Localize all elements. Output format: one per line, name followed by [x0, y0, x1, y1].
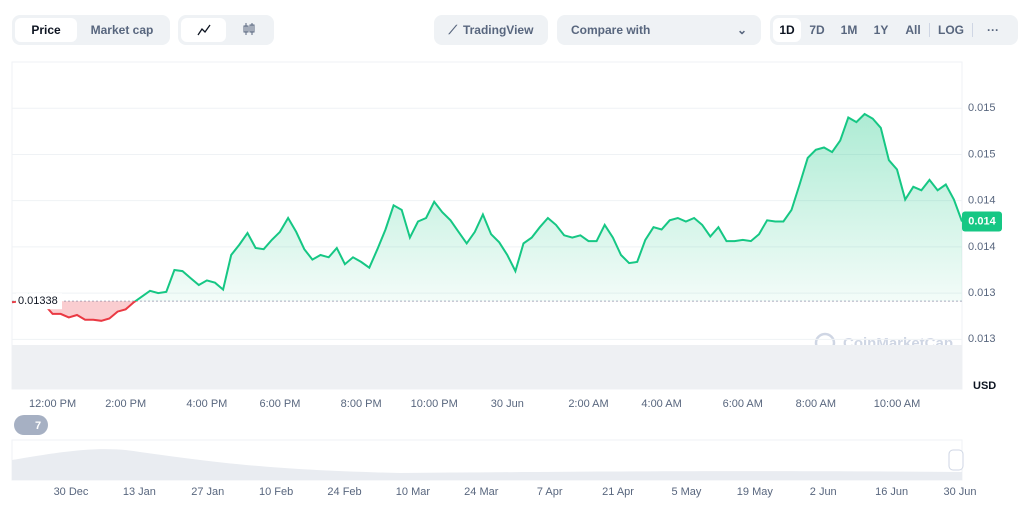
more-button[interactable]: ··· — [987, 23, 999, 37]
line — [12, 112, 963, 302]
navigator-label: 30 Jun — [943, 486, 976, 498]
tab[interactable]: Market cap — [90, 23, 154, 37]
navigator-label: 21 Apr — [602, 486, 634, 498]
tradingview-button[interactable]: ⟋ TradingView — [434, 15, 548, 45]
range-button[interactable]: 7D — [809, 23, 825, 37]
x-tick-label: 6:00 AM — [723, 398, 763, 410]
baseline-label-bg — [16, 293, 62, 310]
icon — [243, 22, 254, 35]
navigator-label: 5 May — [671, 486, 701, 498]
range-button[interactable]: All — [897, 23, 930, 37]
area — [20, 114, 962, 302]
navigator-handle[interactable] — [948, 449, 964, 471]
chart-type-group — [178, 15, 274, 45]
y-tick-label: 0.015 — [968, 102, 996, 114]
y-tick-label: 0.014 — [968, 195, 996, 207]
navigator-label: 2 Jun — [810, 486, 837, 498]
x-tick-label: 10:00 PM — [411, 398, 458, 410]
navigator-label: 16 Jun — [875, 486, 908, 498]
candle-button[interactable] — [226, 22, 271, 38]
tab-group: Price Market cap — [12, 15, 170, 45]
icon — [196, 24, 211, 36]
range-group: 1D 7D 1M 1Y All LOG ··· — [770, 15, 1018, 45]
label: TradingView — [462, 23, 534, 37]
x-tick-label: 2:00 AM — [568, 398, 608, 410]
x-tick-label: 4:00 AM — [641, 398, 681, 410]
range-button[interactable]: 1D — [773, 18, 801, 42]
x-tick-label: 30 Jun — [491, 398, 524, 410]
x-tick-label: 6:00 PM — [259, 398, 300, 410]
navigator-label: 13 Jan — [123, 486, 156, 498]
compare-dropdown[interactable]: Compare with ⌄ — [557, 15, 761, 45]
navigator-label: 10 Feb — [259, 486, 293, 498]
last-price-label: 0.014 — [968, 215, 996, 227]
navigator-area — [12, 449, 962, 480]
tab[interactable]: Price — [15, 18, 77, 42]
range-button[interactable]: 1M — [840, 23, 858, 37]
x-tick-label: 8:00 AM — [796, 398, 836, 410]
label: Compare with — [571, 23, 651, 37]
navigator-label: 24 Feb — [327, 486, 361, 498]
navigator-label: 19 May — [737, 486, 774, 498]
badge-count: 7 — [35, 420, 41, 432]
navigator-label: 27 Jan — [191, 486, 224, 498]
last-price-tag — [962, 211, 1002, 232]
x-tick-label: 2:00 PM — [105, 398, 146, 410]
y-tick-label: 0.015 — [968, 148, 996, 160]
y-tick-label: 0.013 — [968, 287, 996, 299]
navigator-label: 7 Apr — [537, 486, 563, 498]
navigator-label: 30 Dec — [54, 486, 89, 498]
range-button[interactable]: 1Y — [873, 23, 889, 37]
x-tick-label: 8:00 PM — [341, 398, 382, 410]
log-button[interactable]: LOG — [930, 23, 973, 37]
y-tick-label: 0.014 — [968, 241, 996, 253]
x-tick-label: 4:00 PM — [186, 398, 227, 410]
baseline-label: 0.01338 — [18, 295, 58, 307]
badge[interactable] — [14, 415, 48, 435]
navigator-label: 24 Mar — [464, 486, 499, 498]
y-tick-label: 0.013 — [968, 333, 996, 345]
line-button[interactable] — [181, 18, 226, 42]
currency-label: USD — [973, 380, 996, 392]
volume-area — [12, 345, 962, 389]
navigator-label: 10 Mar — [396, 486, 431, 498]
x-tick-label: 12:00 PM — [29, 398, 76, 410]
x-tick-label: 10:00 AM — [874, 398, 920, 410]
